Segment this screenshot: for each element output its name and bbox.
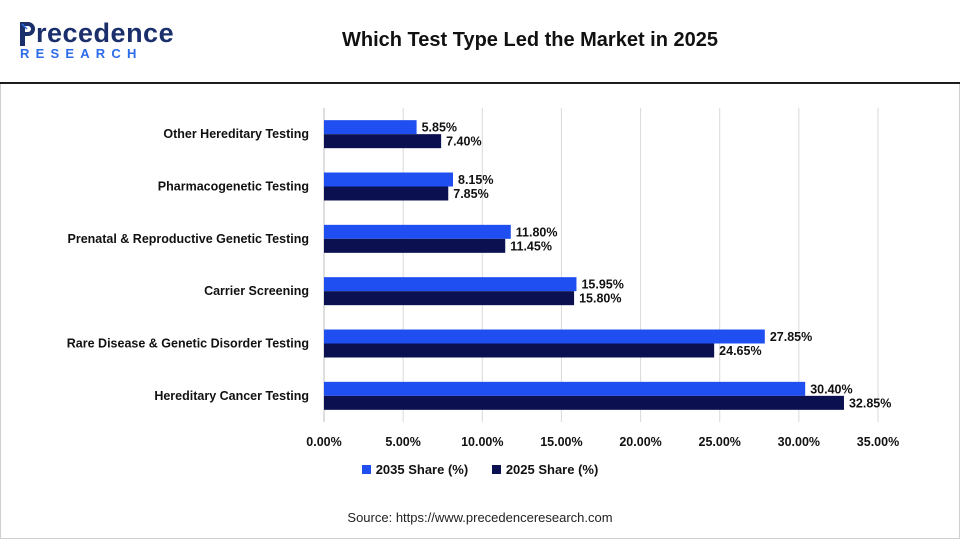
- x-tick-label: 15.00%: [540, 435, 582, 449]
- gridlines: [323, 108, 879, 422]
- x-tick-label: 0.00%: [306, 435, 341, 449]
- data-label-2025: 11.45%: [510, 239, 552, 253]
- legend-swatch-2025: [491, 465, 501, 474]
- x-tick-label: 10.00%: [461, 435, 503, 449]
- bars: 5.85%7.40% 8.15%7.85% 11.80%11.45% 15.95%15…: [324, 120, 891, 410]
- bar-2025: [324, 238, 506, 253]
- legend-item-2025: 2025 Share (%): [491, 462, 599, 477]
- data-label-2025: 24.65%: [719, 344, 761, 358]
- x-tick-label: 25.00%: [699, 435, 741, 449]
- x-tick-label: 20.00%: [619, 435, 661, 449]
- legend-item-2035: 2035 Share (%): [361, 462, 469, 477]
- header-divider: [0, 82, 960, 84]
- data-label-2035: 30.40%: [810, 382, 852, 396]
- data-label-2035: 27.85%: [770, 330, 812, 344]
- category-label: Hereditary Cancer Testing: [154, 389, 309, 403]
- category-labels: Other Hereditary Testing Pharmacogenetic …: [67, 127, 309, 403]
- bar-2025: [324, 291, 575, 306]
- brand-logo: recedence RESEARCH: [18, 18, 174, 62]
- legend: 2035 Share (%) 2025 Share (%): [0, 462, 960, 477]
- logo-wordmark: recedence: [36, 18, 175, 48]
- data-label-2035: 11.80%: [516, 225, 558, 239]
- legend-label-2035: 2035 Share (%): [375, 462, 469, 477]
- data-label-2025: 32.85%: [849, 396, 891, 410]
- data-label-2035: 8.15%: [458, 173, 493, 187]
- bar-2025: [324, 134, 442, 149]
- legend-swatch-2035: [361, 465, 371, 474]
- legend-label-2025: 2025 Share (%): [505, 462, 599, 477]
- tick-labels: 0.00% 5.00% 10.00% 15.00% 20.00% 25.00% 30.00%…: [306, 435, 899, 449]
- category-label: Pharmacogenetic Testing: [158, 180, 309, 194]
- bar-2025: [324, 186, 449, 201]
- x-tick-label: 5.00%: [385, 435, 420, 449]
- category-label: Rare Disease & Genetic Disorder Testing: [67, 337, 309, 351]
- bar-2035: [324, 224, 511, 239]
- bar-2035: [324, 381, 806, 396]
- category-label: Prenatal & Reproductive Genetic Testing: [68, 232, 310, 246]
- header: recedence RESEARCH Which Test Type Led t…: [0, 0, 960, 84]
- chart-title: Which Test Type Led the Market in 2025: [341, 29, 718, 51]
- bar-2035: [324, 277, 577, 292]
- bar-2035: [324, 172, 454, 187]
- data-label-2035: 15.95%: [581, 278, 623, 292]
- data-label-2025: 15.80%: [579, 292, 621, 306]
- category-label: Other Hereditary Testing: [163, 127, 309, 141]
- logo-subtitle: RESEARCH: [20, 46, 143, 61]
- bar-2035: [324, 329, 765, 344]
- x-tick-label: 35.00%: [857, 435, 899, 449]
- bar-chart: 5.85%7.40%8.15%7.85%11.80%11.45%15.95%15…: [67, 108, 899, 449]
- bar-2025: [324, 395, 844, 410]
- data-label-2035: 5.85%: [422, 121, 457, 135]
- bar-2025: [324, 343, 715, 358]
- source-note: Source: https://www.precedenceresearch.c…: [347, 510, 613, 525]
- data-label-2025: 7.85%: [453, 187, 488, 201]
- category-label: Carrier Screening: [204, 284, 309, 298]
- x-tick-label: 30.00%: [778, 435, 820, 449]
- logo-p-icon: [20, 22, 35, 46]
- bar-2035: [324, 120, 417, 135]
- data-label-2025: 7.40%: [446, 135, 481, 149]
